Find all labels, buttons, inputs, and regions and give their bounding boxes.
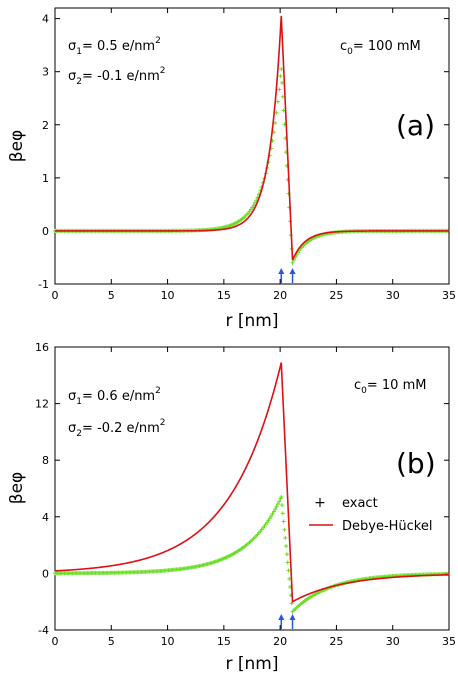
y-tick-label-a: 2 xyxy=(42,119,49,132)
y-tick-label-b: -4 xyxy=(38,624,49,637)
plot-frame-b xyxy=(54,346,450,631)
series-point-exact-a xyxy=(275,99,280,104)
y-tick-label-b: 4 xyxy=(42,511,49,524)
sigma1-annotation-a: σ1= 0.5 e/nm2 xyxy=(68,36,161,57)
series-point-exact-b xyxy=(281,519,286,524)
y-tick-label-b: 0 xyxy=(42,567,49,580)
series-point-exact-b xyxy=(274,504,279,509)
x-tick-label-b: 15 xyxy=(217,635,231,648)
y-axis-title-a: βeφ xyxy=(7,130,27,163)
series-point-exact-a xyxy=(278,74,283,79)
series-point-exact-b xyxy=(267,516,272,521)
series-point-exact-b xyxy=(287,576,292,581)
y-axis-title-b: βeφ xyxy=(7,472,27,505)
x-tick-label-a: 30 xyxy=(386,289,400,302)
series-point-exact-a xyxy=(248,207,253,212)
series-point-exact-b xyxy=(282,527,287,532)
sigma1-annotation-b: σ1= 0.6 e/nm2 xyxy=(68,386,161,407)
x-tick-label-b: 0 xyxy=(52,635,59,648)
series-line-debye-huckel-a xyxy=(55,15,449,261)
x-axis-title-a: r [nm] xyxy=(226,311,279,331)
y-tick-label-a: -1 xyxy=(38,278,49,291)
series-point-exact-a xyxy=(280,80,285,85)
series-point-exact-b xyxy=(266,518,271,523)
series-point-exact-b xyxy=(271,509,276,514)
series-point-exact-a xyxy=(250,205,255,210)
x-tick-label-b: 25 xyxy=(329,635,343,648)
wall-arrow-a xyxy=(289,268,296,283)
y-tick-label-b: 12 xyxy=(35,398,49,411)
arrows-b xyxy=(278,614,296,629)
series-point-exact-b xyxy=(273,507,278,512)
x-tick-label-a: 20 xyxy=(273,289,287,302)
panel-label-a: (a) xyxy=(396,109,435,142)
series-point-exact-b xyxy=(277,499,282,504)
series-point-exact-a xyxy=(251,203,256,208)
x-tick-label-a: 10 xyxy=(161,289,175,302)
sigma2-annotation-a: σ2= -0.1 e/nm2 xyxy=(68,66,166,87)
panel-label-b: (b) xyxy=(396,447,436,480)
series-line-debye-huckel-b xyxy=(54,362,450,604)
x-tick-label-b: 5 xyxy=(108,635,115,648)
y-tick-label-b: 16 xyxy=(35,341,49,354)
series-point-exact-a xyxy=(290,260,295,265)
x-axis-title-b: r [nm] xyxy=(226,654,279,674)
series-point-exact-a xyxy=(274,110,279,115)
series-point-exact-b xyxy=(270,511,275,516)
series-point-exact-a xyxy=(279,67,284,72)
x-tick-label-b: 20 xyxy=(273,635,287,648)
wall-arrow-b xyxy=(289,614,296,629)
x-tick-label-a: 15 xyxy=(217,289,231,302)
legend-marker-exact: + xyxy=(314,495,326,511)
y-tick-label-a: 1 xyxy=(42,172,49,185)
series-point-exact-b xyxy=(286,568,291,573)
plot-frame-a xyxy=(54,7,450,285)
series-point-exact-b xyxy=(283,535,288,540)
wall-arrow-a xyxy=(278,268,285,283)
x-tick-label-b: 35 xyxy=(442,635,456,648)
legend-b: + exact Debye-Hückel xyxy=(309,495,432,534)
x-tick-label-a: 35 xyxy=(442,289,456,302)
sigma2-annotation-b: σ2= -0.2 e/nm2 xyxy=(68,418,166,439)
y-tick-label-a: 3 xyxy=(42,66,49,79)
legend-label-debye: Debye-Hückel xyxy=(342,519,432,534)
arrows-a xyxy=(278,268,296,283)
series-point-exact-b xyxy=(280,503,285,508)
y-tick-label-b: 8 xyxy=(42,454,49,467)
x-tick-label-a: 5 xyxy=(108,289,115,302)
series-point-exact-b xyxy=(284,552,289,557)
series-point-exact-b xyxy=(289,601,294,606)
series-point-exact-b xyxy=(280,511,285,516)
series-point-exact-b xyxy=(285,560,290,565)
series-point-exact-b xyxy=(275,501,280,506)
concentration-annotation-a: c0= 100 mM xyxy=(340,39,421,57)
series-point-exact-b xyxy=(284,544,289,549)
x-tick-label-a: 25 xyxy=(329,289,343,302)
y-tick-label-a: 4 xyxy=(42,13,49,26)
wall-arrow-b xyxy=(278,614,285,629)
x-tick-label-a: 0 xyxy=(52,289,59,302)
series-b xyxy=(53,362,450,614)
x-tick-label-b: 10 xyxy=(161,635,175,648)
series-point-exact-b xyxy=(269,514,274,519)
series-a xyxy=(53,15,450,265)
series-point-exact-a xyxy=(277,87,282,92)
x-tick-label-b: 30 xyxy=(386,635,400,648)
y-tick-label-a: 0 xyxy=(42,225,49,238)
legend-label-exact: exact xyxy=(342,496,378,511)
series-point-exact-b xyxy=(279,494,284,499)
concentration-annotation-b: c0= 10 mM xyxy=(354,378,426,396)
